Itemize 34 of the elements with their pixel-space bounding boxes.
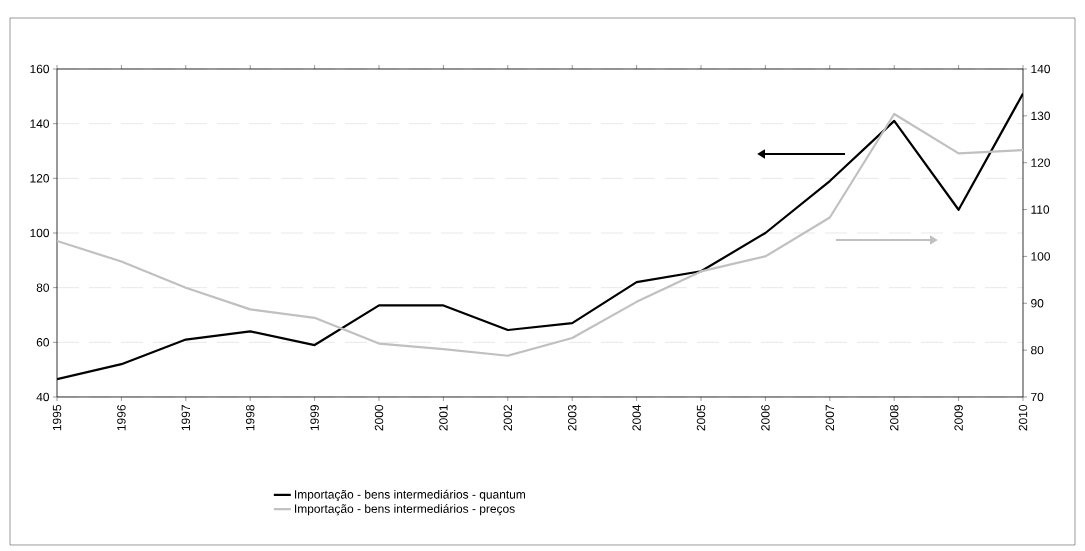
y-tick-label: 80 <box>36 283 50 292</box>
y2-tick-label: 100 <box>1031 252 1051 261</box>
y-tick-label: 120 <box>30 174 50 183</box>
x-tick-label: 1998 <box>245 405 255 431</box>
y-tick-label: 160 <box>30 64 50 74</box>
y-tick-label: 140 <box>30 119 50 128</box>
x-tick-label: 1997 <box>181 405 191 431</box>
x-tick-label: 1995 <box>52 405 62 431</box>
x-tick-label: 2005 <box>696 405 706 431</box>
y2-tick-label: 70 <box>1031 392 1044 402</box>
y2-tick-label: 120 <box>1031 158 1051 167</box>
y-tick-label: 60 <box>36 338 50 347</box>
x-tick-label: 2002 <box>503 405 513 431</box>
y2-tick-label: 130 <box>1031 111 1051 121</box>
x-tick-label: 2008 <box>889 405 899 431</box>
x-tick-label: 1996 <box>117 405 126 431</box>
legend-label: Importação - bens intermediários - quantum <box>295 489 525 502</box>
x-tick-label: 2007 <box>825 405 835 431</box>
x-tick-label: 2003 <box>567 405 577 431</box>
line-series <box>57 112 1024 357</box>
x-tick-label: 1999 <box>310 405 319 431</box>
y-tick-label: 100 <box>30 228 50 238</box>
x-tick-label: 2004 <box>632 404 641 431</box>
x-tick-label: 2001 <box>439 405 448 431</box>
x-tick-label: 2009 <box>954 405 963 431</box>
legend-label: Importação - bens intermediários - preços <box>295 504 515 516</box>
y-tick-label: 40 <box>36 392 50 402</box>
y2-tick-label: 90 <box>1031 299 1044 308</box>
x-tick-label: 2006 <box>761 405 770 431</box>
y2-tick-label: 140 <box>1031 64 1051 74</box>
x-tick-label: 2000 <box>374 404 384 431</box>
y2-tick-label: 80 <box>1031 345 1044 355</box>
x-tick-label: 2010 <box>1018 404 1028 431</box>
y2-tick-label: 110 <box>1031 205 1050 214</box>
